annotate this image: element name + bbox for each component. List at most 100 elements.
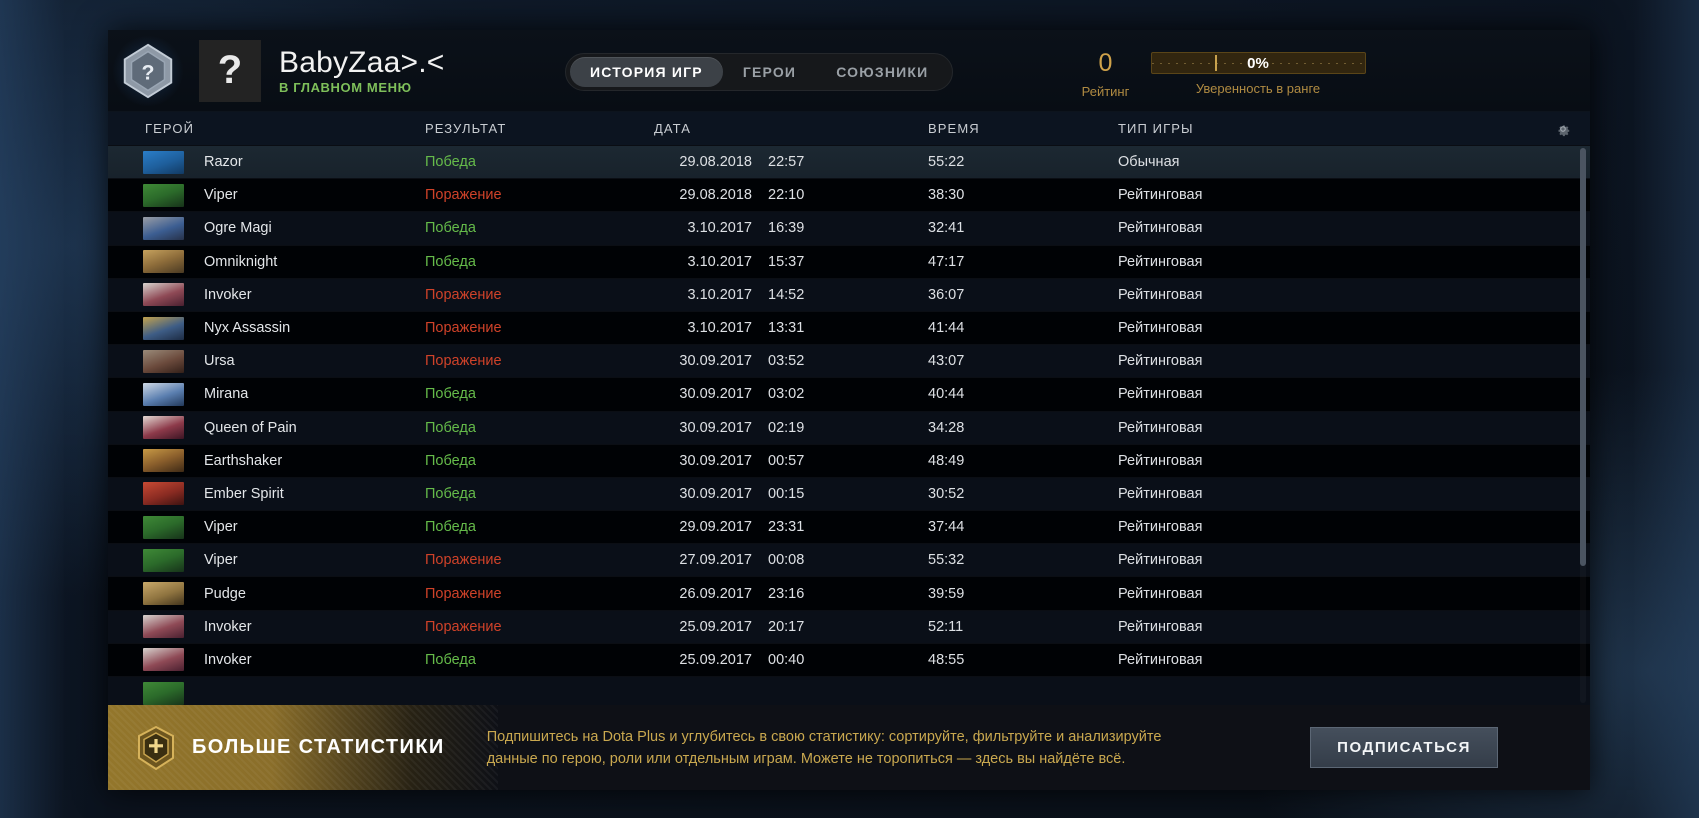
column-header-time[interactable]: ВРЕМЯ: [928, 121, 980, 136]
table-row[interactable]: Viper Победа 29.09.2017 23:31 37:44 Рейтингов…: [108, 511, 1590, 545]
column-header-result[interactable]: РЕЗУЛЬТАТ: [425, 121, 507, 136]
cell-clock: 02:19: [768, 419, 805, 436]
avatar-placeholder-text: ?: [217, 48, 243, 92]
cell-game-type: Рейтинговая: [1118, 651, 1203, 668]
cell-clock: 22:10: [768, 187, 805, 204]
cell-hero: Ember Spirit: [204, 485, 284, 502]
table-row[interactable]: Invoker Поражение 3.10.2017 14:52 36:07 Рейти…: [108, 278, 1590, 312]
player-name-block: BabyZaa>.< В ГЛАВНОМ МЕНЮ: [279, 46, 444, 95]
hero-portrait-icon: [143, 615, 184, 639]
cell-date: 3.10.2017: [687, 286, 752, 303]
table-row[interactable]: Earthshaker Победа 30.09.2017 00:57 48:49 Рей…: [108, 444, 1590, 478]
svg-text:?: ?: [141, 60, 154, 84]
cell-clock: 23:16: [768, 585, 805, 602]
table-row[interactable]: Viper Поражение 27.09.2017 00:08 55:32 Рейтин…: [108, 544, 1590, 578]
cell-game-type: Рейтинговая: [1118, 353, 1203, 370]
cell-date: 29.08.2018: [679, 187, 752, 204]
cell-duration: 41:44: [928, 320, 965, 337]
cell-duration: 37:44: [928, 519, 965, 536]
table-row[interactable]: Nyx Assassin Поражение 3.10.2017 13:31 41:44…: [108, 311, 1590, 346]
scrollbar-thumb[interactable]: [1580, 148, 1586, 566]
table-row[interactable]: Ogre Magi Победа 3.10.2017 16:39 32:41 Рейтин…: [108, 212, 1590, 246]
cell-duration: 32:41: [928, 220, 965, 237]
column-header-hero[interactable]: ГЕРОЙ: [145, 121, 195, 136]
table-row[interactable]: Invoker Победа 25.09.2017 00:40 48:55 Рейтинг…: [108, 643, 1590, 677]
cell-duration: 48:55: [928, 651, 965, 668]
table-row[interactable]: [108, 677, 1590, 705]
cell-date: 25.09.2017: [679, 651, 752, 668]
hero-portrait-icon: [143, 250, 184, 274]
cell-duration: 38:30: [928, 187, 965, 204]
cell-result: Победа: [425, 386, 476, 403]
rating-label: Рейтинг: [1081, 84, 1130, 99]
table-row[interactable]: Invoker Поражение 25.09.2017 20:17 52:11 Рейт…: [108, 610, 1590, 644]
cell-duration: 30:52: [928, 485, 965, 502]
table-row[interactable]: Omniknight Победа 3.10.2017 15:37 47:17 Рейти…: [108, 245, 1590, 279]
cell-date: 30.09.2017: [679, 386, 752, 403]
cell-result: Победа: [425, 651, 476, 668]
cell-result: Победа: [425, 519, 476, 536]
cell-clock: 03:52: [768, 353, 805, 370]
table-row[interactable]: Queen of Pain Победа 30.09.2017 02:19 34:28 Р…: [108, 411, 1590, 445]
table-row[interactable]: Ursa Поражение 30.09.2017 03:52 43:07 Рейтинг…: [108, 345, 1590, 379]
cell-date: 30.09.2017: [679, 419, 752, 436]
table-row[interactable]: Viper Поражение 29.08.2018 22:10 38:30 Рейтин…: [108, 179, 1590, 213]
subscribe-button[interactable]: ПОДПИСАТЬСЯ: [1310, 727, 1498, 768]
cell-hero: Pudge: [204, 585, 246, 602]
avatar[interactable]: ?: [199, 39, 261, 102]
column-header-date[interactable]: ДАТА: [654, 121, 692, 136]
table-row[interactable]: Mirana Победа 30.09.2017 03:02 40:44 Рейтинго…: [108, 378, 1590, 412]
confidence-dots: [1151, 63, 1365, 64]
cell-clock: 15:37: [768, 253, 805, 270]
cell-result: Победа: [425, 220, 476, 237]
cell-result: Поражение: [425, 187, 502, 204]
hero-portrait-icon: [143, 183, 184, 207]
cell-hero: Invoker: [204, 286, 252, 303]
profile-panel: ? ? BabyZaa>.< В ГЛАВНОМ МЕНЮ ИСТОРИЯ ИГ…: [108, 30, 1590, 790]
cell-date: 3.10.2017: [687, 320, 752, 337]
table-row[interactable]: Pudge Поражение 26.09.2017 23:16 39:59 Рейтин…: [108, 577, 1590, 611]
cell-game-type: Обычная: [1118, 154, 1180, 171]
cell-clock: 00:15: [768, 485, 805, 502]
cell-hero: Omniknight: [204, 253, 278, 270]
cell-game-type: Рейтинговая: [1118, 320, 1203, 337]
table-row[interactable]: Ember Spirit Победа 30.09.2017 00:15 30:52 Ре…: [108, 477, 1590, 512]
cell-date: 3.10.2017: [687, 253, 752, 270]
tab-match-history[interactable]: ИСТОРИЯ ИГР: [570, 57, 723, 87]
cell-duration: 55:22: [928, 154, 965, 171]
gear-icon[interactable]: [1554, 120, 1572, 138]
cell-hero: Invoker: [204, 651, 252, 668]
cell-clock: 16:39: [768, 220, 805, 237]
scrollbar[interactable]: [1580, 148, 1586, 703]
cell-result: Победа: [425, 154, 476, 171]
cell-hero: Viper: [204, 187, 238, 204]
cell-game-type: Рейтинговая: [1118, 452, 1203, 469]
hero-portrait-icon: [143, 681, 184, 705]
tab-heroes[interactable]: ГЕРОИ: [742, 64, 797, 80]
hero-portrait-icon: [143, 216, 184, 240]
cell-result: Победа: [425, 452, 476, 469]
hero-portrait-icon: [143, 316, 184, 340]
hero-portrait-icon: [143, 150, 184, 174]
cell-game-type: Рейтинговая: [1118, 552, 1203, 569]
cell-result: Поражение: [425, 286, 502, 303]
cell-result: Поражение: [425, 353, 502, 370]
column-header-type[interactable]: ТИП ИГРЫ: [1118, 121, 1194, 136]
cell-duration: 40:44: [928, 386, 965, 403]
profile-header: ? ? BabyZaa>.< В ГЛАВНОМ МЕНЮ ИСТОРИЯ ИГ…: [108, 30, 1590, 112]
cell-result: Поражение: [425, 618, 502, 635]
tab-allies[interactable]: СОЮЗНИКИ: [836, 64, 929, 80]
cell-date: 29.08.2018: [679, 154, 752, 171]
match-rows: Razor Победа 29.08.2018 22:57 55:22 Обычная Vi…: [108, 146, 1590, 705]
confidence-tick: [1215, 55, 1218, 71]
cell-duration: 34:28: [928, 419, 965, 436]
cell-game-type: Рейтинговая: [1118, 220, 1203, 237]
table-row[interactable]: Razor Победа 29.08.2018 22:57 55:22 Обычная: [108, 146, 1590, 180]
banner-title: БОЛЬШЕ СТАТИСТИКИ: [192, 736, 445, 758]
rank-confidence: 0% Уверенность в ранге: [1128, 48, 1388, 96]
cell-hero: Ursa: [204, 353, 235, 370]
cell-clock: 03:02: [768, 386, 805, 403]
hero-portrait-icon: [143, 449, 184, 473]
cell-duration: 36:07: [928, 286, 965, 303]
cell-game-type: Рейтинговая: [1118, 286, 1203, 303]
